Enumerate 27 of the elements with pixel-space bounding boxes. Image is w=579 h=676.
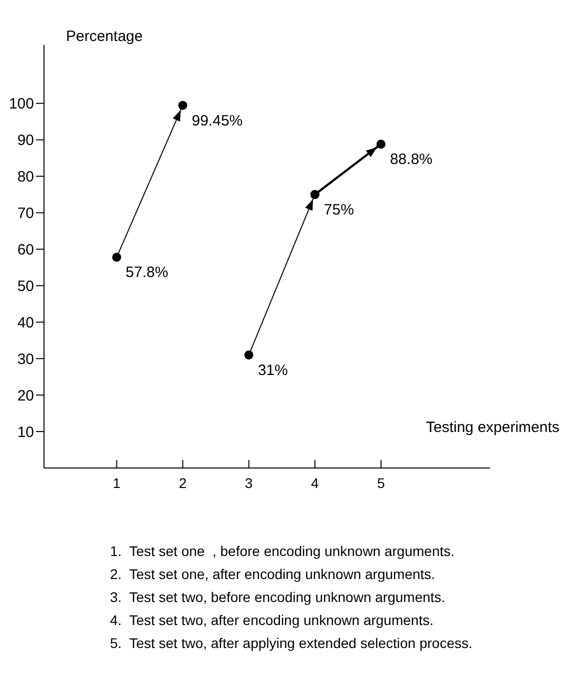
- text: 4. Test set two, after encoding unknown arguments.: [110, 612, 434, 630]
- y-tick-label: 40: [17, 314, 34, 332]
- y-tick-label: 50: [17, 278, 34, 295]
- y-tick-label: 30: [17, 350, 34, 368]
- y-tick-label: 100: [8, 96, 34, 113]
- y-tick-label: 70: [17, 205, 34, 222]
- x-tick-label: 3: [244, 474, 253, 491]
- text: 5. Test set two, after applying extended selection process.: [110, 635, 474, 653]
- data-label: 31%: [258, 362, 288, 379]
- x-axis-title: Testing experiments: [426, 419, 560, 436]
- y-tick-label: 60: [17, 242, 34, 259]
- y-axis-title: Percentage: [66, 28, 143, 45]
- data-label: 75%: [324, 202, 354, 219]
- x-tick-label: 1: [112, 474, 121, 491]
- x-tick-label: 5: [377, 474, 386, 491]
- x-tick-label: 2: [178, 474, 187, 491]
- text: 2. Test set one, after encoding unknown arguments.: [110, 566, 436, 584]
- y-tick-label: 80: [17, 168, 34, 186]
- x-tick-label: 4: [311, 474, 320, 491]
- y-tick-label: 90: [17, 132, 34, 150]
- text: 3. Test set two, before encoding unknown arguments.: [110, 589, 446, 607]
- data-label: 57.8%: [126, 264, 168, 282]
- data-label: 88.8%: [390, 151, 433, 168]
- text: 1. Test set one , before encoding unknown arguments.: [110, 543, 456, 561]
- y-tick-label: 10: [17, 424, 34, 441]
- data-label: 99.45%: [192, 112, 243, 130]
- y-tick-label: 20: [17, 387, 34, 404]
